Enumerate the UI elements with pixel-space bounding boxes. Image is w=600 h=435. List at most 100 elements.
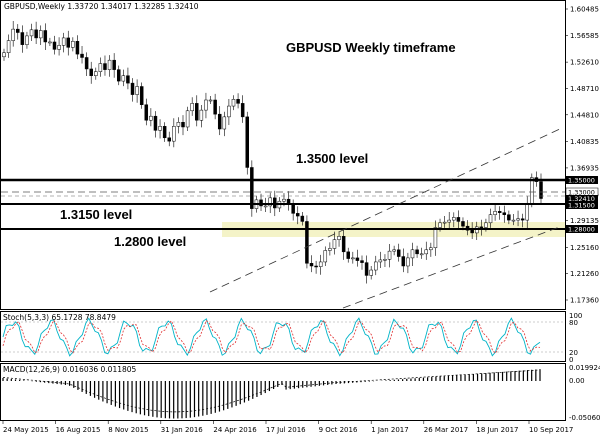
candle-body [530,177,534,204]
candle [539,173,543,205]
stoch-pane-frame [0,311,566,362]
candle-body [231,99,236,107]
candle [217,106,222,136]
candle [43,23,48,51]
candle-body [139,86,144,105]
candle-body [103,63,107,70]
stoch-signal-line [2,319,541,354]
candle-body [80,53,84,58]
candle [204,92,208,119]
candle-body [29,29,34,37]
candle-body [456,217,461,222]
candle [126,67,130,90]
candle-body [259,199,263,207]
candle [415,245,419,258]
candle [130,78,135,102]
macd-signal-line [2,369,541,413]
candle-body [369,269,373,276]
candle-body [273,197,277,209]
candle [488,208,493,228]
candle [520,213,525,228]
price-tick-label: 1.36935 [570,164,599,172]
candle-body [199,109,204,121]
candle [135,79,139,103]
price-tag-1324: 1.32410 [566,195,598,203]
candle [25,31,29,49]
candle-body [153,115,158,131]
candle [452,212,456,228]
candle-body [94,71,98,76]
candle [199,105,204,128]
candle-body [185,110,190,128]
candle-body [355,257,360,261]
candle [378,251,383,269]
annotation-1350: 1.3500 level [296,151,368,166]
candle [328,242,332,256]
candle-body [38,30,43,39]
candle [429,242,433,257]
candle [190,97,194,116]
candle [94,67,98,80]
time-tick-label: 8 Nov 2015 [108,426,148,434]
candle-body [507,214,511,221]
candle-body [424,249,429,255]
chart-title: GBPUSD Weekly timeframe [286,40,456,55]
time-tick-label: 17 Jul 2016 [266,426,306,434]
candle [346,247,350,263]
candle [112,53,116,78]
candle-body [378,259,383,263]
candle [139,82,144,109]
candle-body [461,221,465,227]
candle [374,255,378,276]
candle-body [305,221,309,264]
candles-group [2,21,543,284]
price-tick-label: 1.56585 [570,32,599,40]
candle-body [337,236,341,240]
candle-body [158,126,162,131]
candle [116,65,121,86]
price-tick-label: 1.21260 [570,270,599,278]
candle-body [419,253,424,256]
candle-body [442,221,447,224]
candle [300,212,305,226]
candle-body [144,104,149,121]
candle [507,210,511,225]
candle [433,220,438,256]
candle [20,25,25,53]
candle-body [341,236,346,253]
candle-body [181,122,185,128]
candle [493,203,497,221]
candle-body [318,261,323,267]
candle-body [240,103,245,118]
time-tick-label: 1 Jan 2017 [371,426,409,434]
candle [470,222,474,239]
candle [511,214,516,226]
candle-body [43,30,48,43]
candle [392,245,396,256]
candle-body [383,258,387,261]
candle [71,37,75,52]
candle [360,255,364,270]
annotation-1280: 1.2800 level [114,234,186,249]
candle [29,23,34,41]
price-tick-label: 1.40835 [570,138,599,146]
candle-body [190,103,194,112]
candle-body [387,250,392,260]
candle [52,35,57,55]
candle-body [488,214,493,224]
candle-body [263,205,268,208]
stoch-label: Stoch(5,3,3) 65.1728 78.8479 [3,313,116,322]
candle [16,24,20,40]
svg-text:1.32410: 1.32410 [568,195,595,203]
candle-body [410,249,415,259]
candle-body [433,227,438,249]
candle-body [438,222,442,228]
candle-body [236,99,240,104]
main-pane-frame [0,0,566,310]
candle-body [364,262,369,276]
candle [259,193,263,211]
candle [176,117,181,134]
candle-body [351,257,355,260]
candle [406,252,410,274]
